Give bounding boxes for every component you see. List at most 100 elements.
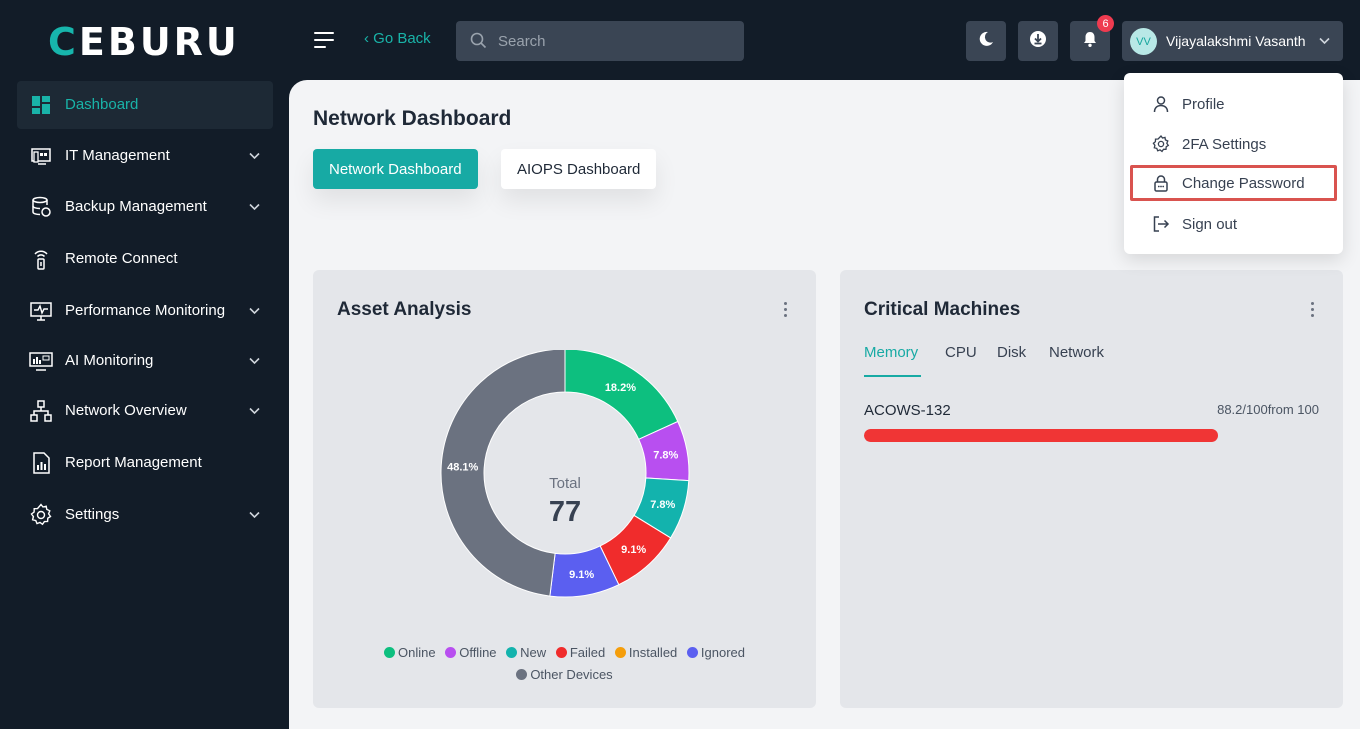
legend-item-offline[interactable]: Offline — [445, 642, 497, 664]
devices-icon — [29, 144, 53, 168]
ceburu-logo[interactable]: CEBURU — [48, 20, 240, 64]
dark-mode-button[interactable] — [966, 21, 1006, 61]
sidebar-item-performance-monitoring[interactable]: Performance Monitoring — [17, 287, 273, 335]
chevron-down-icon — [248, 404, 261, 422]
lock-icon — [1152, 174, 1170, 192]
sidebar-item-remote-connect[interactable]: Remote Connect — [17, 235, 273, 283]
legend-label: Installed — [628, 645, 678, 660]
legend-label: New — [520, 645, 547, 660]
menu-item-label: 2FA Settings — [1182, 136, 1267, 153]
search-box[interactable] — [456, 21, 744, 61]
sidebar-item-dashboard[interactable]: Dashboard — [17, 81, 273, 129]
sidebar: Dashboard IT Management Backup Managemen… — [0, 80, 289, 729]
legend-label: Other Devices — [530, 667, 613, 682]
active-tab-indicator — [864, 375, 921, 377]
avatar: VV — [1130, 28, 1157, 55]
user-name: Vijayalakshmi Vasanth — [1166, 33, 1306, 49]
sidebar-item-label: Network Overview — [65, 402, 187, 419]
donut-label-new: 7.8% — [650, 499, 675, 511]
grid-icon — [29, 93, 53, 117]
legend-dot — [555, 647, 567, 658]
sidebar-item-label: Dashboard — [65, 96, 139, 113]
chevron-down-icon — [248, 508, 261, 526]
legend-dot — [506, 647, 518, 658]
top-bar: CEBURU ‹ Go Back 6 VV Vijayalakshmi Vasa… — [0, 0, 1360, 80]
download-icon — [1029, 30, 1047, 53]
critical-machines-card: Critical Machines Memory CPU Disk Networ… — [840, 270, 1343, 708]
chevron-down-icon — [1318, 34, 1331, 52]
chart-legend: Online Offline New Failed Installed Igno… — [313, 642, 816, 686]
chevron-down-icon — [248, 354, 261, 372]
monitor-icon — [29, 299, 53, 323]
sidebar-item-label: Remote Connect — [65, 250, 178, 267]
machine-usage-value: 88.2/100from 100 — [1217, 402, 1319, 417]
sidebar-item-label: Report Management — [65, 454, 202, 471]
network-icon — [29, 399, 53, 423]
sidebar-item-network-overview[interactable]: Network Overview — [17, 387, 273, 435]
sidebar-item-label: Backup Management — [65, 198, 207, 215]
sidebar-item-label: AI Monitoring — [65, 352, 154, 369]
moon-icon — [977, 30, 995, 53]
download-button[interactable] — [1018, 21, 1058, 61]
sidebar-item-settings[interactable]: Settings — [17, 491, 273, 539]
more-options-icon[interactable] — [1311, 302, 1315, 318]
legend-label: Online — [398, 645, 436, 660]
sidebar-item-backup-management[interactable]: Backup Management — [17, 183, 273, 231]
menu-item-2fa-settings[interactable]: 2FA Settings — [1124, 126, 1343, 162]
user-dropdown-menu: Profile 2FA Settings Change Password Sig… — [1124, 73, 1343, 254]
machine-name: ACOWS-132 — [864, 402, 951, 419]
donut-label-other-devices: 48.1% — [447, 462, 478, 474]
tab-network-dashboard[interactable]: Network Dashboard — [313, 149, 478, 189]
donut-slice-other-devices[interactable] — [440, 350, 566, 597]
menu-item-profile[interactable]: Profile — [1124, 86, 1343, 122]
user-menu-button[interactable]: VV Vijayalakshmi Vasanth — [1122, 21, 1343, 61]
menu-icon[interactable] — [314, 30, 336, 50]
usage-bar — [864, 429, 1265, 442]
legend-dot — [384, 647, 395, 658]
sidebar-item-ai-monitoring[interactable]: AI Monitoring — [17, 337, 273, 385]
legend-item-new[interactable]: New — [506, 642, 546, 664]
main-content: Network Dashboard Network Dashboard AIOP… — [289, 80, 1360, 729]
notifications-button[interactable]: 6 — [1070, 15, 1114, 61]
menu-item-change-password[interactable]: Change Password — [1130, 165, 1337, 201]
search-icon — [470, 32, 487, 54]
donut-label-failed: 9.1% — [621, 544, 646, 556]
menu-item-label: Change Password — [1182, 175, 1305, 192]
legend-item-failed[interactable]: Failed — [555, 642, 606, 664]
legend-item-other-devices[interactable]: Other Devices — [516, 664, 613, 686]
sidebar-item-report-management[interactable]: Report Management — [17, 439, 273, 487]
tab-cpu[interactable]: CPU — [945, 344, 977, 361]
sign-out-icon — [1152, 215, 1170, 233]
donut-chart: 18.2% 7.8% 7.8% 9.1% 9.1% 48.1% Total 77 — [440, 350, 690, 598]
sidebar-item-label: Performance Monitoring — [65, 302, 226, 319]
usage-bar-fill — [864, 429, 1218, 442]
legend-item-ignored[interactable]: Ignored — [686, 642, 745, 664]
donut-label-online: 18.2% — [605, 382, 636, 394]
sidebar-item-it-management[interactable]: IT Management — [17, 132, 273, 180]
legend-dot — [686, 647, 698, 658]
gear-icon — [1152, 135, 1170, 153]
donut-label-offline: 7.8% — [653, 449, 678, 461]
donut-slice-online[interactable] — [564, 350, 679, 441]
page-title: Network Dashboard — [313, 107, 512, 130]
card-title: Asset Analysis — [337, 299, 472, 320]
menu-item-label: Sign out — [1182, 216, 1238, 233]
tab-aiops-dashboard[interactable]: AIOPS Dashboard — [501, 149, 657, 189]
legend-dot — [516, 669, 528, 680]
legend-item-installed[interactable]: Installed — [614, 642, 678, 664]
menu-item-sign-out[interactable]: Sign out — [1124, 206, 1343, 242]
search-input[interactable] — [498, 21, 728, 61]
tab-memory[interactable]: Memory — [864, 344, 919, 361]
chevron-down-icon — [248, 149, 261, 167]
tab-network[interactable]: Network — [1049, 344, 1105, 361]
sidebar-item-label: IT Management — [65, 147, 170, 164]
legend-item-online[interactable]: Online — [384, 642, 436, 664]
more-options-icon[interactable] — [784, 302, 788, 318]
gear-icon — [29, 503, 53, 527]
tab-disk[interactable]: Disk — [997, 344, 1027, 361]
legend-label: Failed — [569, 645, 606, 660]
bell-icon — [1081, 30, 1099, 53]
chevron-down-icon — [248, 200, 261, 218]
go-back-link[interactable]: ‹ Go Back — [364, 30, 431, 47]
report-icon — [29, 451, 53, 475]
